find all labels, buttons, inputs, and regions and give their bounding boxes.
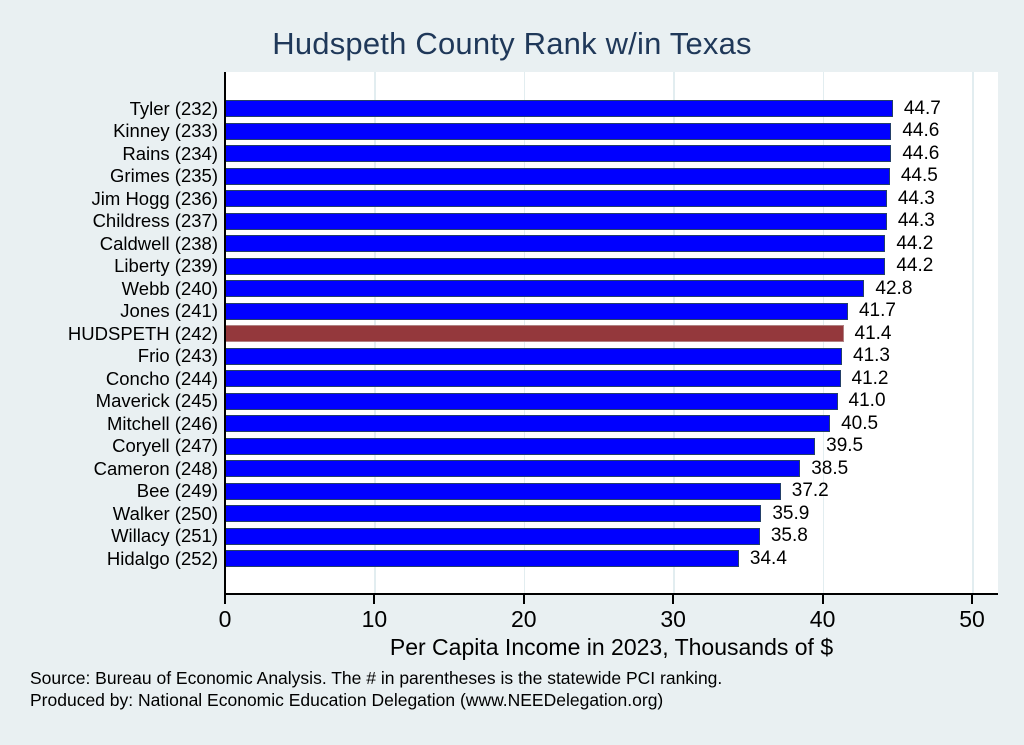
bar-county (225, 370, 841, 387)
category-label: Bee (249) (136, 480, 218, 501)
chart-title: Hudspeth County Rank w/in Texas (272, 26, 752, 61)
x-tick (373, 595, 376, 604)
x-tick (821, 595, 824, 604)
value-label: 35.9 (772, 502, 810, 524)
bar-county (225, 145, 892, 162)
x-axis-title: Per Capita Income in 2023, Thousands of … (389, 634, 834, 660)
value-label: 37.2 (791, 480, 829, 501)
bar-county (225, 347, 843, 365)
bar-county (225, 437, 816, 455)
plot-area: 44.7 44.6 44.6 44.5 44.3 44.3 44.2 44.2 42.8 41.7… (225, 72, 998, 593)
value-label: 41.7 (858, 300, 896, 321)
value-label: 41.0 (848, 390, 886, 411)
x-tick (672, 595, 675, 604)
bar-county (225, 415, 831, 432)
y-axis-line (224, 72, 226, 595)
bar-county (225, 167, 890, 185)
bar-county (225, 100, 893, 117)
value-label: 41.2 (851, 367, 889, 389)
bar-county (225, 302, 848, 320)
bar-county (225, 505, 762, 522)
category-label: Grimes (235) (110, 165, 218, 186)
value-label: 44.2 (896, 232, 934, 254)
bar-county (225, 190, 887, 207)
bar-county (225, 527, 760, 545)
category-label: Childress (237) (92, 210, 218, 231)
value-label: 44.2 (896, 255, 934, 276)
category-label: Rains (234) (122, 142, 218, 164)
bar-county (225, 550, 739, 567)
bar-county (225, 235, 886, 252)
category-label: Frio (243) (137, 345, 218, 366)
value-label: 39.5 (826, 435, 864, 456)
value-label: 40.5 (841, 412, 879, 434)
category-label: Tyler (232) (129, 97, 218, 119)
bar-county (225, 460, 801, 477)
value-label: 44.3 (897, 210, 935, 231)
x-tick-label: 0 (218, 606, 232, 632)
value-label: 38.5 (811, 457, 849, 479)
category-label: Cameron (248) (93, 457, 218, 479)
bar-county (225, 392, 838, 410)
x-tick (971, 595, 973, 604)
value-label: 44.5 (900, 165, 938, 186)
category-label: Coryell (247) (112, 435, 218, 456)
bar-county (225, 122, 892, 140)
value-label: 44.6 (902, 120, 940, 141)
source-note: Source: Bureau of Economic Analysis. The… (30, 667, 722, 711)
x-tick (522, 595, 525, 604)
value-label: 34.4 (749, 547, 787, 569)
category-label: Liberty (239) (114, 255, 218, 276)
category-label: Hidalgo (252) (106, 547, 218, 569)
bar-county (225, 212, 887, 230)
category-label: Willacy (251) (111, 525, 218, 546)
category-label: Maverick (245) (95, 390, 218, 411)
x-tick-label: 50 (959, 606, 985, 632)
source-line-2: Produced by: National Economic Education… (30, 690, 664, 710)
value-label: 42.8 (875, 277, 913, 299)
category-label: Jim Hogg (236) (91, 187, 218, 209)
value-label: 44.6 (902, 142, 940, 164)
bar-county (225, 257, 886, 275)
value-label: 35.8 (770, 525, 808, 546)
value-label: 41.3 (853, 345, 890, 366)
value-label: 41.4 (854, 322, 892, 344)
category-label: Webb (240) (121, 277, 218, 299)
x-tick-label: 20 (511, 606, 537, 632)
bar-county (225, 482, 781, 500)
category-label: Jones (241) (120, 300, 218, 321)
bar-hudspeth-highlight (225, 325, 844, 342)
value-label: 44.7 (903, 97, 941, 119)
x-tick (224, 595, 226, 604)
x-tick-label: 10 (361, 606, 388, 632)
category-label: Concho (244) (105, 367, 218, 389)
gridline (972, 72, 974, 593)
source-line-1: Source: Bureau of Economic Analysis. The… (30, 668, 723, 688)
x-tick-label: 40 (809, 606, 836, 632)
value-label: 44.3 (897, 187, 935, 209)
category-label: Caldwell (238) (99, 232, 218, 254)
category-label: Walker (250) (112, 502, 218, 524)
category-label: HUDSPETH (242) (67, 322, 218, 344)
x-tick-label: 30 (660, 606, 686, 632)
bar-county (225, 280, 865, 297)
category-label: Kinney (233) (113, 120, 218, 141)
x-axis-line (224, 593, 998, 595)
category-label: Mitchell (246) (106, 412, 218, 434)
